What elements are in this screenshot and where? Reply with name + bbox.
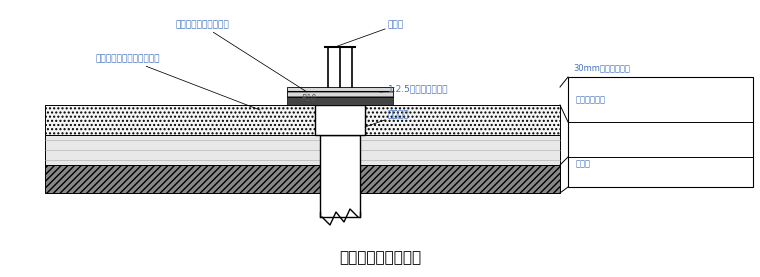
Text: 地垫层: 地垫层 [576, 160, 591, 168]
Bar [315, 105, 365, 135]
Text: 桩顶防水做法示意图: 桩顶防水做法示意图 [339, 250, 421, 265]
Bar [360, 105, 560, 135]
Bar [320, 135, 360, 217]
Bar [360, 165, 560, 193]
Bar [360, 135, 560, 165]
Bar [568, 77, 753, 187]
Text: 水泥基渗透结晶型防水涂料: 水泥基渗透结晶型防水涂料 [95, 55, 260, 110]
Text: 丁基橡胶堵材: 丁基橡胶堵材 [576, 95, 606, 104]
Bar [287, 97, 393, 105]
Bar [45, 135, 320, 165]
Bar [45, 165, 320, 193]
Bar [287, 87, 393, 97]
Text: 桩顶槽墩: 桩顶槽墩 [365, 111, 410, 127]
Bar [45, 105, 320, 135]
Text: 30mm细石砼保护层: 30mm细石砼保护层 [573, 63, 630, 72]
Text: 桩钢筋: 桩钢筋 [335, 20, 404, 47]
Text: 聚合物水泥砂浆保护层: 聚合物水泥砂浆保护层 [175, 20, 307, 92]
Text: R10: R10 [302, 94, 317, 103]
Text: 1:2.5水泥砂浆保护层: 1:2.5水泥砂浆保护层 [380, 84, 448, 94]
